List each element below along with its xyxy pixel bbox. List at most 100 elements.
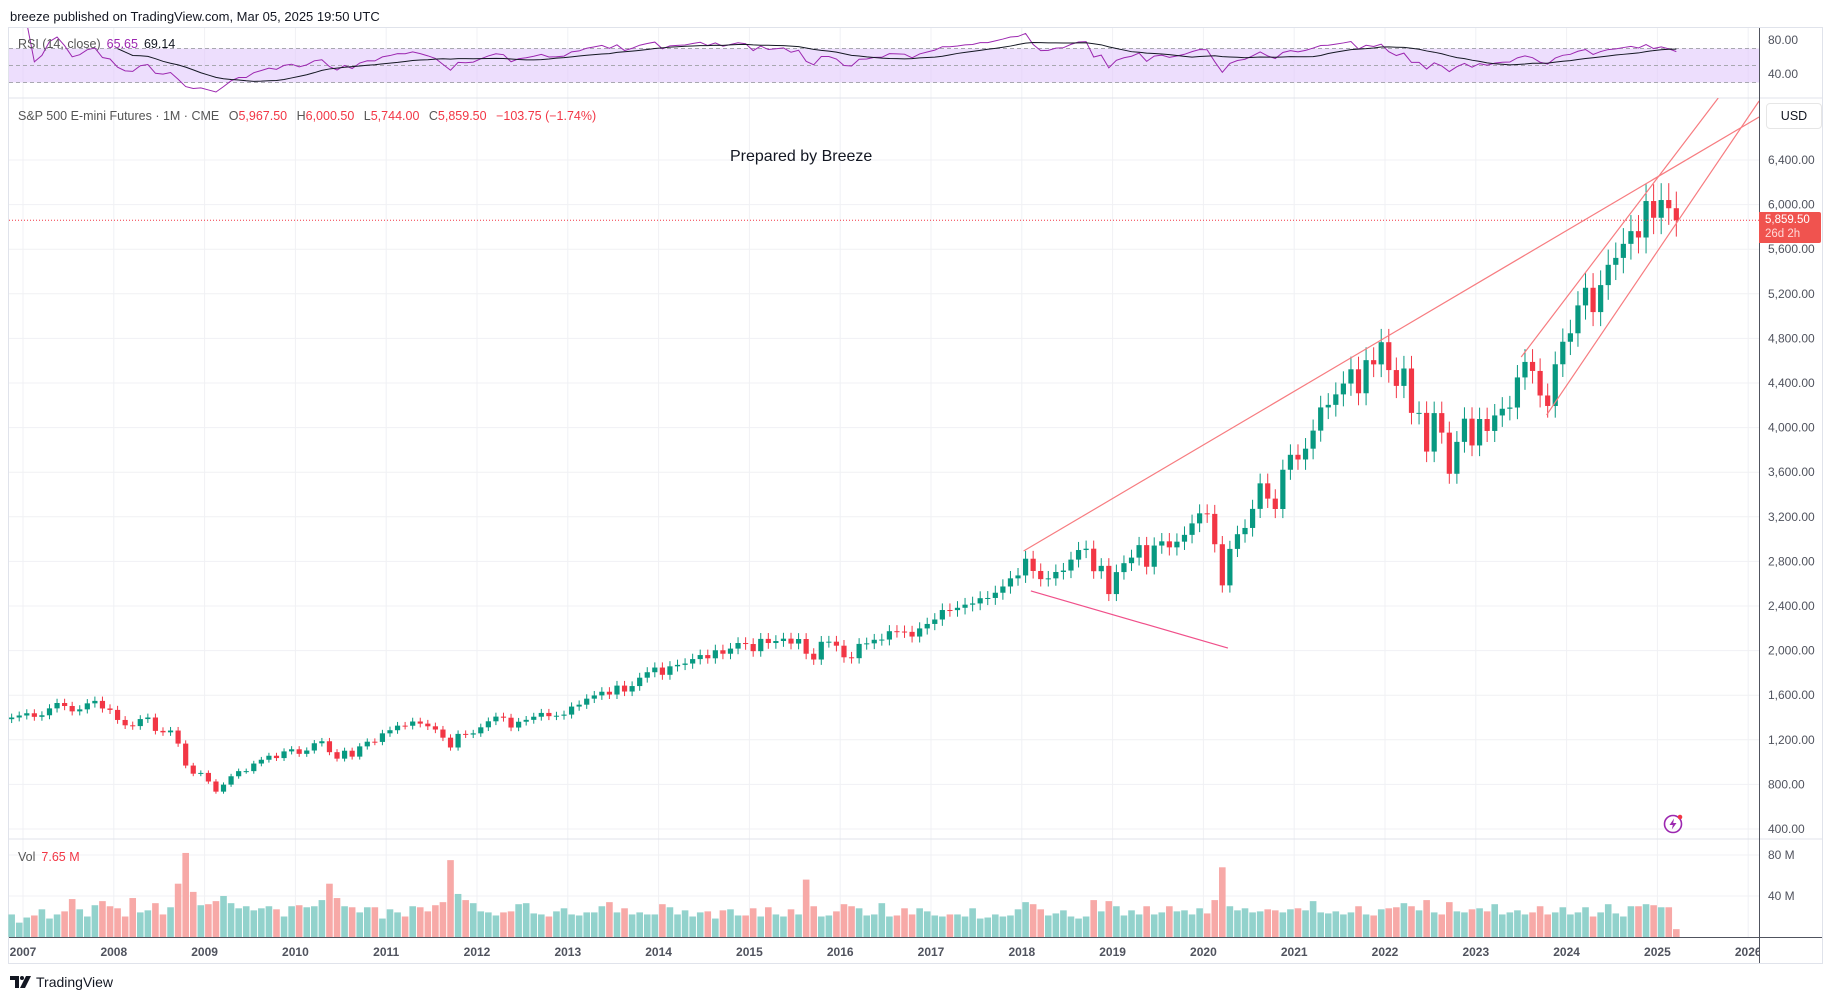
volume-bar [1597,912,1604,937]
candle [455,730,461,751]
channel-upper-line[interactable] [1520,98,1719,358]
volume-bar [999,916,1007,937]
volume-bar [1514,910,1521,937]
volume-bar [1271,910,1279,937]
candle-body [568,706,575,715]
candle-body [1348,369,1354,384]
channel-lower-line[interactable] [1546,100,1759,416]
volume-bar [1007,915,1014,937]
currency-button[interactable]: USD [1766,103,1822,129]
candle-body [485,721,491,728]
tradingview-logo-icon [10,976,31,988]
candle-body [833,641,840,646]
lower-diverging-line[interactable] [1030,590,1229,649]
candle [1038,563,1044,587]
candle [561,710,567,720]
candle-body [364,741,370,747]
volume-bar [303,907,311,937]
volume-bar [462,900,469,937]
candle [765,633,771,649]
candle-body [614,685,620,695]
candle [425,719,431,730]
candle [243,768,249,774]
candle-body [425,723,431,727]
volume-legend[interactable]: Vol 7.65 M [18,850,80,864]
candle [614,680,620,700]
volume-bar [394,912,401,937]
candle [77,705,83,716]
volume-bar [1347,912,1355,937]
symbol-legend[interactable]: S&P 500 E-mini Futures · 1M · CME O5,967… [18,109,596,123]
volume-bar [1476,908,1483,937]
candle [743,637,749,650]
upper-trendline[interactable] [1023,116,1759,552]
rsi-line [27,28,1677,93]
candle [553,711,560,721]
last-price-label: 5,859.50 26d 2h [1759,212,1821,243]
candle [304,747,310,757]
volume-bar [1468,909,1476,937]
candle [584,694,590,709]
candle [538,708,544,721]
price-pane[interactable] [9,98,1759,794]
candle [1378,328,1384,378]
candle-body [705,655,711,659]
volume-bar [651,914,659,937]
symbol-title[interactable]: S&P 500 E-mini Futures · 1M · CME [18,109,220,123]
candle [417,717,423,728]
volume-bar [1264,909,1272,937]
axes[interactable]: 400.00 800.00 1,200.00 1,600.00 2,000.00 2,40… [10,33,1815,959]
volume-bar [1294,908,1302,937]
candle-body [31,713,37,717]
volume-bar [1650,905,1657,937]
candle [364,738,370,750]
candle [1363,347,1369,406]
tradingview-footer[interactable]: TradingView [10,974,113,990]
candle [1560,328,1566,378]
volume-bar [666,907,674,937]
volume-bar [734,915,742,937]
candle [591,690,597,704]
time-axis-label: 2017 [918,945,945,959]
volume-bar [1166,906,1173,937]
candle [319,737,325,747]
volume-bar [1340,914,1347,937]
price-axis-label: 4,800.00 [1768,331,1815,345]
candle-body [455,733,461,748]
candle [1287,444,1294,480]
candle-body [1673,208,1679,221]
candle-body [826,641,832,643]
volume-bar [469,903,477,937]
candle-body [962,604,968,608]
candle [773,635,779,649]
candle [727,642,734,660]
candle-body [334,752,340,759]
candle [939,603,945,626]
candle [803,633,809,660]
volume-bar [76,909,84,937]
candle [1098,558,1104,579]
lightning-icon[interactable] [1663,814,1683,834]
candle [523,715,529,726]
candle [183,740,189,769]
volume-bar [1620,916,1627,937]
volume-bar [68,899,76,937]
volume-bar [129,898,137,937]
volume-bar [825,915,833,937]
text-annotation[interactable]: Prepared by Breeze [730,148,873,165]
candle-body [122,719,128,726]
candle [1613,242,1619,281]
candle [137,715,143,730]
candle-body [584,698,590,705]
chart-frame [8,27,1823,964]
candle-body [349,750,355,757]
candle-body [803,639,809,654]
candle [1310,419,1316,460]
rsi-legend[interactable]: RSI (14, close) 65.65 69.14 [18,37,175,51]
volume-bar [1219,867,1226,937]
volume-bar [1158,912,1166,937]
candle [1340,371,1346,407]
candle [379,729,386,746]
candle-body [1666,200,1672,209]
